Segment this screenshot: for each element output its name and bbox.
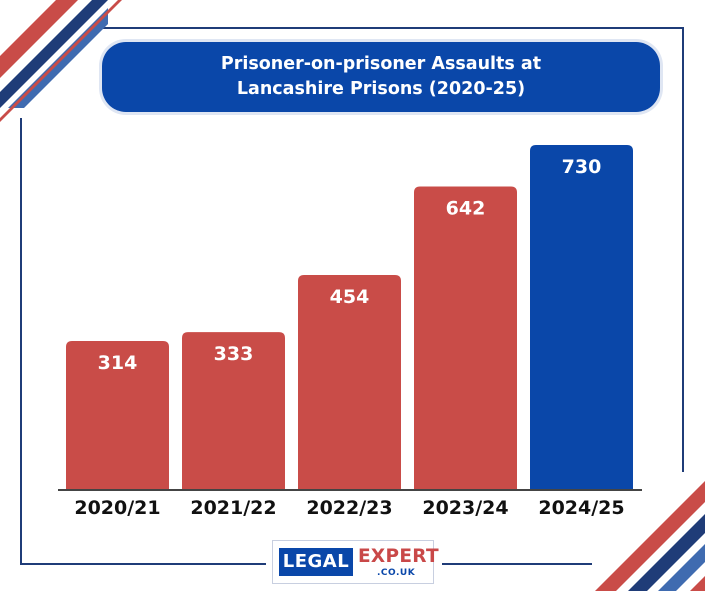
frame-bottom-line-left — [20, 563, 266, 565]
bar-2024-25 — [530, 145, 633, 489]
frame-bottom-line-right — [442, 563, 592, 565]
stripe-navy-top-left — [0, 0, 108, 108]
chart-title-line-2: Lancashire Prisons (2020-25) — [236, 79, 526, 99]
x-tick-label-2020-21: 2020/21 — [74, 497, 160, 519]
data-label-2022-23: 454 — [330, 286, 370, 308]
frame-top-line — [100, 27, 683, 29]
x-tick-label-2023-24: 2023/24 — [422, 497, 508, 519]
stripe-red-top-left — [0, 0, 78, 78]
stripe-blue-top-left — [8, 8, 108, 108]
chart-title-banner: Prisoner-on-prisoner Assaults at Lancash… — [102, 42, 660, 112]
stripe-blue-bottom-right — [658, 544, 705, 591]
stripe-red2-top-left — [0, 0, 122, 122]
data-label-2023-24: 642 — [446, 197, 486, 219]
data-label-2020-21: 314 — [98, 352, 138, 374]
stripe-navy-bottom-right — [628, 514, 705, 591]
logo-domain-text: .CO.UK — [377, 568, 416, 578]
data-label-2024-25: 730 — [562, 156, 602, 178]
bar-2021-22 — [182, 332, 285, 489]
frame-left-line — [20, 118, 22, 563]
bar-2023-24 — [414, 186, 517, 489]
legal-expert-logo: LEGAL EXPERT .CO.UK — [272, 540, 439, 584]
x-tick-label-2022-23: 2022/23 — [306, 497, 392, 519]
logo-expert-text: EXPERT — [358, 546, 439, 567]
frame-right-line — [682, 27, 684, 472]
stripe-red2-bottom-right — [690, 576, 705, 591]
data-label-2021-22: 333 — [214, 343, 254, 365]
bar-2022-23 — [298, 275, 401, 489]
chart-title-line-1: Prisoner-on-prisoner Assaults at — [220, 54, 542, 74]
logo-legal-text: LEGAL — [279, 548, 353, 576]
x-tick-label-2021-22: 2021/22 — [190, 497, 276, 519]
bar-2020-21 — [66, 341, 169, 489]
stripe-red-bottom-right — [595, 481, 705, 591]
x-tick-label-2024-25: 2024/25 — [538, 497, 624, 519]
